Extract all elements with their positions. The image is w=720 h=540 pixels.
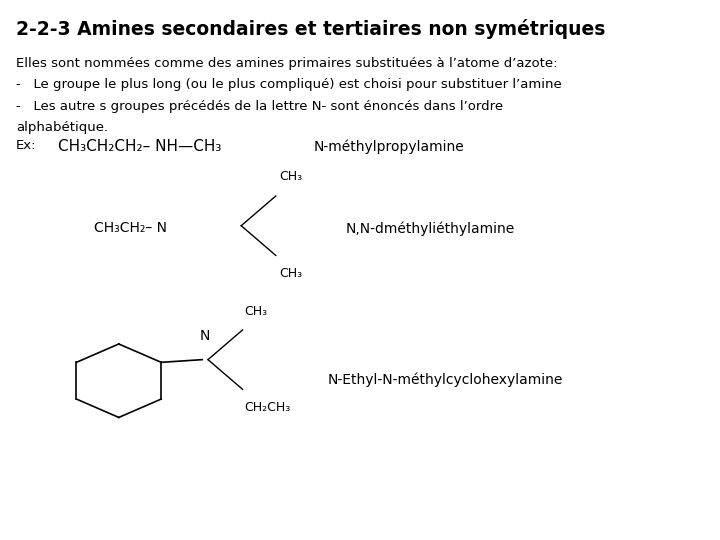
Text: CH₃: CH₃	[279, 170, 302, 183]
Text: alphabétique.: alphabétique.	[16, 122, 108, 134]
Text: N: N	[199, 329, 210, 343]
Text: Ex:: Ex:	[16, 139, 36, 152]
Text: CH₃: CH₃	[245, 305, 268, 318]
Text: 2-2-3 Amines secondaires et tertiaires non symétriques: 2-2-3 Amines secondaires et tertiaires n…	[16, 19, 606, 39]
Text: -   Le groupe le plus long (ou le plus compliqué) est choisi pour substituer l’a: - Le groupe le plus long (ou le plus com…	[16, 78, 562, 91]
Text: CH₃CH₂– N: CH₃CH₂– N	[94, 221, 166, 235]
Text: CH₃CH₂CH₂– NH—CH₃: CH₃CH₂CH₂– NH—CH₃	[58, 139, 221, 154]
Text: Elles sont nommées comme des amines primaires substituées à l’atome d’azote:: Elles sont nommées comme des amines prim…	[16, 57, 557, 70]
Text: -   Les autre s groupes précédés de la lettre N- sont énoncés dans l’ordre: - Les autre s groupes précédés de la let…	[16, 100, 503, 113]
Text: CH₂CH₃: CH₂CH₃	[245, 401, 291, 414]
Text: N-Ethyl-N-méthylcyclohexylamine: N-Ethyl-N-méthylcyclohexylamine	[328, 373, 563, 387]
Text: N,N-dméthyliéthylamine: N,N-dméthyliéthylamine	[346, 221, 515, 236]
Text: N-méthylpropylamine: N-méthylpropylamine	[313, 139, 464, 154]
Text: CH₃: CH₃	[279, 267, 302, 280]
